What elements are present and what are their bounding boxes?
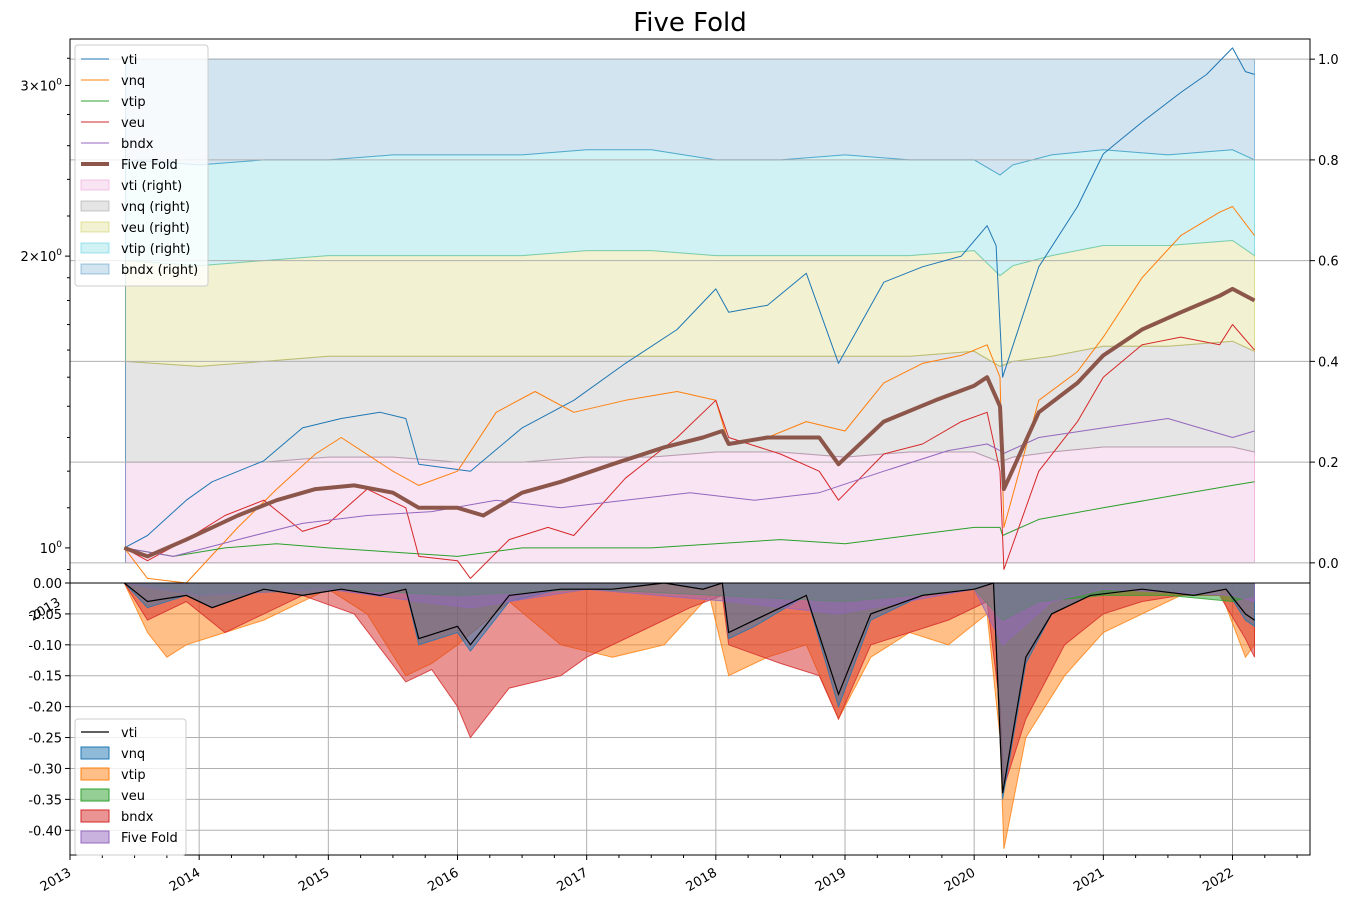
y-tick-label: 3×100 — [21, 77, 63, 94]
legend-label: bndx (right) — [121, 263, 198, 278]
series-line-vtip — [124, 481, 1255, 557]
legend-swatch — [80, 746, 110, 760]
y2-tick-label: 0.8 — [1318, 154, 1339, 169]
legend-top: vti vnq vtip veu bndx Five Fold vti (right) vnq… — [74, 44, 209, 287]
legend-label: vnq — [121, 747, 145, 762]
legend-swatch — [80, 179, 110, 191]
tick-exponent: 0 — [56, 77, 62, 87]
x-tick-label: 2013 — [38, 865, 74, 895]
y-tick-label: -0.25 — [28, 732, 62, 747]
legend-label: vtip (right) — [121, 242, 190, 257]
x-tick-label: 2020 — [942, 865, 978, 895]
legend-label: vtip — [121, 768, 146, 783]
legend-bottom: vti vnq vtip veu bndx Five Fold — [74, 718, 187, 856]
bottom-plot-area — [69, 582, 1310, 855]
y-tick-label: -0.10 — [28, 639, 62, 654]
y-tick-label: -0.40 — [28, 824, 62, 839]
y-tick-label: -0.35 — [28, 793, 62, 808]
top-plot-area — [70, 47, 1310, 584]
x-tick-label: 2016 — [425, 865, 461, 895]
series-line-bndx — [124, 418, 1255, 557]
legend-label: vti — [121, 53, 137, 68]
x-tick-label: 2022 — [1200, 865, 1236, 895]
y-tick-label: 2×100 — [21, 248, 63, 265]
legend-swatch — [80, 809, 110, 823]
legend-label: veu — [121, 116, 145, 131]
legend-box — [74, 44, 209, 287]
series-line-vti — [124, 47, 1255, 549]
legend-swatch — [80, 221, 110, 233]
legend-swatch — [80, 263, 110, 275]
y2-tick-label: 0.4 — [1318, 355, 1339, 370]
y-tick-label: -0.30 — [28, 762, 62, 777]
tick-exponent: 0 — [56, 540, 62, 550]
legend-label: Five Fold — [121, 158, 178, 173]
legend-label: bndx — [121, 810, 154, 825]
x-tick-label: 2018 — [684, 865, 720, 895]
legend-label: vti — [121, 726, 137, 741]
x-tick-label: 2021 — [1071, 865, 1107, 895]
y-tick-label: 0.00 — [33, 577, 62, 592]
tick-exponent: 0 — [56, 248, 62, 258]
legend-label: vnq — [121, 74, 145, 89]
x-tick-label: 2017 — [555, 865, 591, 895]
area-vtip--right- — [125, 149, 1255, 277]
legend-swatch — [80, 767, 110, 781]
legend-label: veu (right) — [121, 221, 190, 236]
legend-swatch — [80, 830, 110, 844]
y-tick-label: -0.20 — [28, 701, 62, 716]
x-tick-label: 2014 — [167, 865, 203, 895]
y-tick-label: -0.05 — [28, 608, 62, 623]
series-line-veu — [124, 324, 1255, 579]
legend-swatch — [80, 242, 110, 254]
y-tick-label: 100 — [40, 540, 63, 557]
drawdown-area-bndx — [123, 582, 1255, 788]
legend-label: vnq (right) — [121, 200, 190, 215]
bottom-axes-frame — [69, 582, 1311, 856]
y-tick-label: -0.15 — [28, 670, 62, 685]
legend-label: Five Fold — [121, 831, 178, 846]
chart-title: Five Fold — [633, 8, 747, 38]
y2-tick-label: 1.0 — [1318, 53, 1339, 68]
area-veu--right- — [125, 239, 1255, 367]
legend-label: vtip — [121, 95, 146, 110]
legend-label: vti (right) — [121, 179, 182, 194]
x-tick-label: 2019 — [813, 865, 849, 895]
legend-label: bndx — [121, 137, 154, 152]
y2-tick-label: 0.0 — [1318, 557, 1339, 572]
legend-swatch — [80, 788, 110, 802]
y2-tick-label: 0.6 — [1318, 255, 1339, 270]
legend-swatch — [80, 200, 110, 212]
series-line-five-fold — [123, 286, 1256, 559]
y2-tick-label: 0.2 — [1318, 456, 1339, 471]
legend-label: veu — [121, 789, 145, 804]
x-tick-label: 2015 — [296, 865, 332, 895]
